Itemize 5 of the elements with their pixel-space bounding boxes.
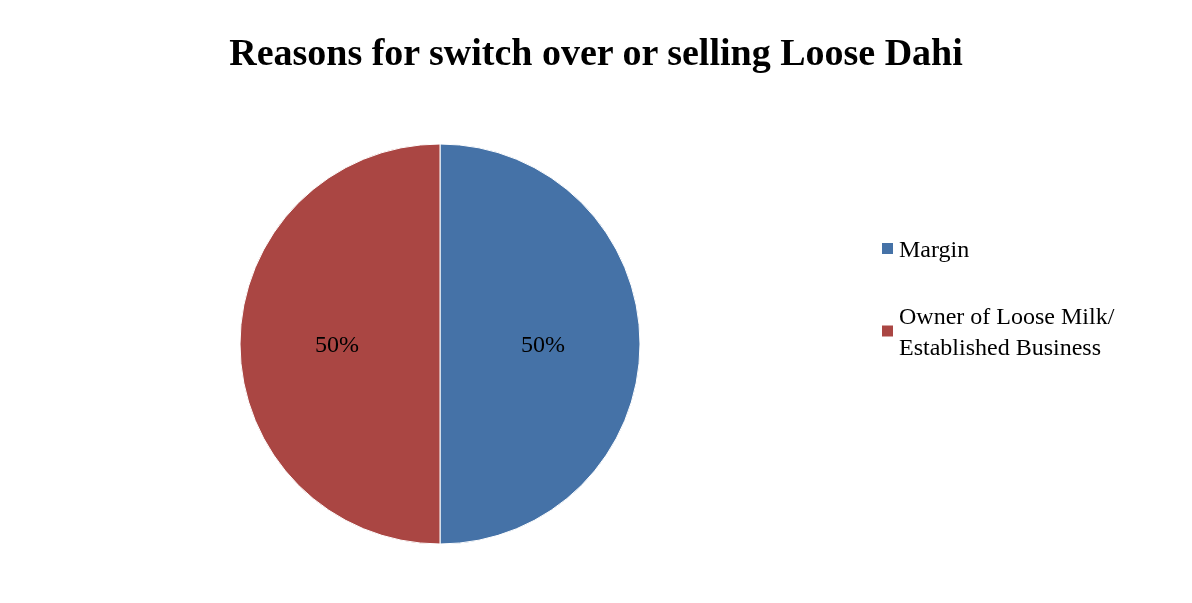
legend-label: Margin bbox=[899, 235, 970, 262]
chart-title: Reasons for switch over or selling Loose Dahi bbox=[229, 31, 963, 73]
data-label: 50% bbox=[521, 331, 565, 357]
legend-label: Owner of Loose Milk/ Established Business bbox=[899, 302, 1121, 360]
data-label: 50% bbox=[315, 331, 359, 357]
